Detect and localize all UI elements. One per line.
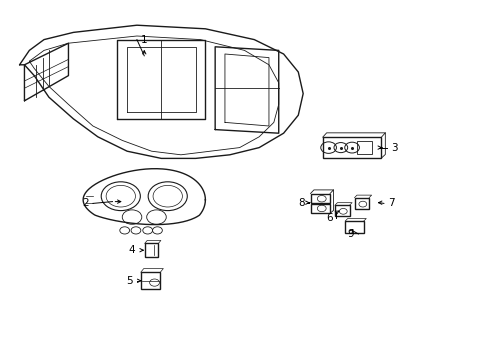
Bar bbox=[144, 243, 158, 257]
Bar bbox=[310, 204, 329, 213]
Bar bbox=[141, 272, 160, 289]
Text: 6: 6 bbox=[325, 213, 332, 223]
Text: 8: 8 bbox=[298, 198, 305, 208]
Text: 7: 7 bbox=[387, 198, 394, 208]
Bar bbox=[354, 198, 368, 209]
Bar bbox=[322, 137, 381, 158]
Bar bbox=[345, 221, 363, 233]
Text: 2: 2 bbox=[82, 198, 89, 208]
Text: 9: 9 bbox=[347, 229, 354, 239]
Bar bbox=[334, 205, 349, 216]
Bar bbox=[310, 194, 329, 203]
Text: 4: 4 bbox=[128, 245, 135, 255]
Text: 3: 3 bbox=[390, 143, 397, 153]
Text: 1: 1 bbox=[141, 35, 147, 45]
Bar bbox=[356, 141, 371, 154]
Text: 5: 5 bbox=[126, 276, 133, 286]
